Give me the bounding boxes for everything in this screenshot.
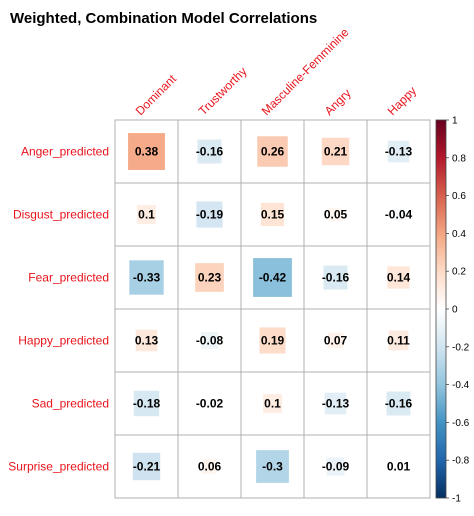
row-label: Fear_predicted [28,271,109,285]
cell-value-label: -0.16 [322,271,350,285]
grid-cell [177,371,242,436]
cell-value-label: 0.23 [198,271,222,285]
correlation-square [253,258,292,297]
colorbar-tick-label: -0.6 [452,418,470,429]
colorbar-tick-label: -0.2 [452,342,470,353]
cell-value-label: 0.1 [264,397,281,411]
grid-layer [114,119,431,499]
grid-cell [303,245,368,310]
correlation-square [263,394,282,413]
correlation-square [328,207,343,222]
correlation-square [196,201,223,228]
colorbar-tick-label: 0 [452,305,458,316]
correlation-square [327,332,344,349]
correlation-square [129,260,164,295]
correlation-square [202,459,217,474]
cell-value-label: -0.04 [385,208,413,222]
correlation-square [205,399,214,408]
correlation-square [128,133,165,170]
row-label: Surprise_predicted [8,460,109,474]
colorbar-tick-label: 0.8 [452,153,466,164]
correlation-square [395,463,402,470]
correlation-square [324,392,347,415]
correlation-square [392,208,405,221]
correlation-square [260,202,285,227]
correlation-square [135,329,158,352]
colorbar-tick-label: -0.8 [452,456,470,467]
colorbar-gradient [435,119,447,499]
colorbar-tick-label: 0.4 [452,229,466,240]
cell-value-label: 0.11 [387,334,410,348]
correlation-square [133,390,160,417]
cell-value-label: 0.26 [261,145,285,159]
row-label: Anger_predicted [21,145,109,159]
cell-value-label: -0.33 [133,271,161,285]
colorbar-tick-label: -1 [452,494,461,505]
colorbar-tick-label: -0.4 [452,380,470,391]
colorbar-tick-label: 0.2 [452,267,466,278]
column-label: Trustworthy [196,64,250,118]
cell-value-label: 0.06 [198,460,222,474]
cell-value-label: 0.38 [135,145,159,159]
correlation-square [259,327,286,354]
cell-value-label: 0.19 [261,334,285,348]
column-label: Angry [322,86,354,118]
cell-value-label: 0.13 [135,334,159,348]
correlation-square [321,137,350,166]
cell-value-label: -0.02 [196,397,224,411]
correlation-square [386,391,411,416]
colorbar-tick-label: 1 [452,116,458,127]
cell-value-label: -0.16 [196,145,224,159]
cell-value-label: -0.16 [385,397,413,411]
row-label: Sad_predicted [32,397,109,411]
chart-title: Weighted, Combination Model Correlations [10,10,317,27]
grid-cell [240,182,305,247]
colorbar: 1 0.8 0.6 0.4 0.2 0 -0.2 -0.4 -0.6 -0.8 -1 [435,116,470,505]
cell-value-label: -0.13 [322,397,350,411]
column-label: Happy [385,84,419,118]
cell-value-label: -0.18 [133,397,161,411]
cell-value-label: -0.09 [322,460,350,474]
cell-value-label: 0.15 [261,208,285,222]
correlation-square [256,450,289,483]
correlation-square [326,457,345,476]
cell-value-label: -0.08 [196,334,224,348]
cell-value-label: -0.42 [259,271,287,285]
cell-value-label: -0.13 [385,145,413,159]
correlation-square [388,330,409,351]
correlation-square [137,205,156,224]
correlation-square [387,140,410,163]
correlation-square [257,136,288,167]
correlation-square [195,263,224,292]
cell-value-label: 0.21 [324,145,348,159]
correlation-square [201,332,218,349]
cell-value-label: 0.07 [324,334,348,348]
cell-value-label: 0.14 [387,271,411,285]
correlation-square [132,452,161,481]
row-label: Happy_predicted [18,334,109,348]
row-label: Disgust_predicted [13,208,109,222]
correlation-square [197,139,222,164]
colorbar-tick-label: 0.6 [452,191,466,202]
correlation-square [387,266,410,289]
correlation-square [323,265,348,290]
cell-value-label: -0.21 [133,460,161,474]
cell-value-label: -0.3 [262,460,283,474]
cell-value-label: -0.19 [196,208,224,222]
column-label: Dominant [133,71,180,118]
cell-value-label: 0.01 [387,460,411,474]
cell-value-label: 0.1 [138,208,155,222]
cells-layer: 0.38 -0.16 0.26 0.21 -0.13 0.1 -0.19 0.15 0.05 -0… [128,133,412,483]
cell-value-label: 0.05 [324,208,348,222]
